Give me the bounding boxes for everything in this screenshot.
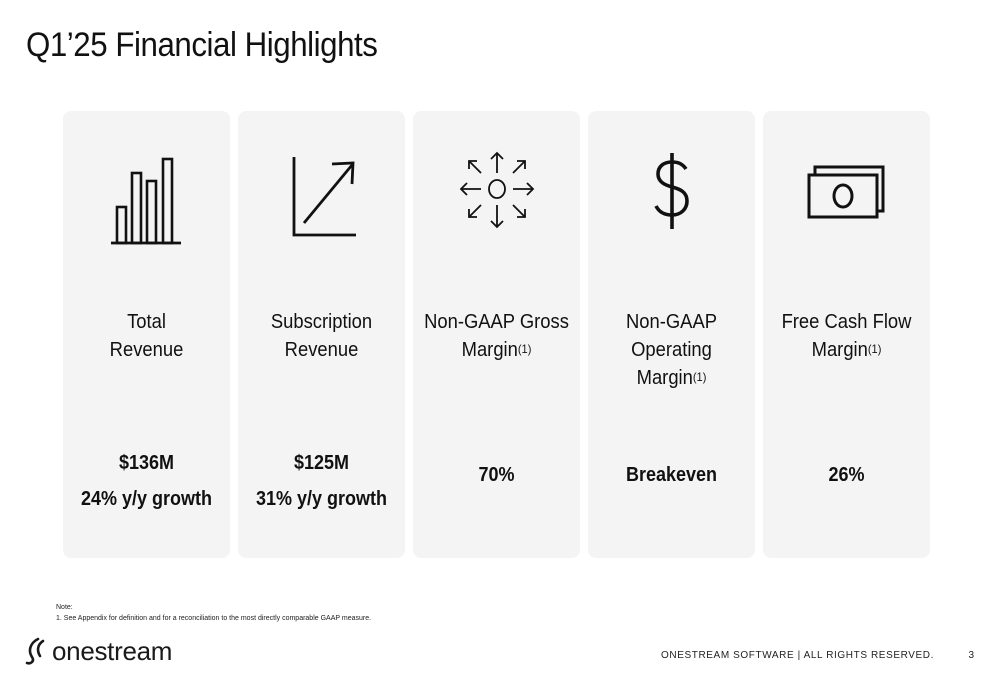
card-label: Non-GAAP Operating Margin(1) [625, 311, 718, 389]
card-free-cash-flow-margin: Free Cash Flow Margin(1) 26% [763, 111, 930, 558]
card-label: Non-GAAP Gross Margin(1) [424, 311, 569, 361]
page-title: Q1’25 Financial Highlights [26, 26, 378, 64]
logo-text: onestream [52, 635, 173, 666]
card-total-revenue: Total Revenue $136M 24% y/y growth [63, 111, 230, 558]
card-value: 26% [828, 464, 865, 486]
card-value: $136M 24% y/y growth [80, 452, 213, 510]
footer-copyright: ONESTREAM SOFTWARE | ALL RIGHTS RESERVED… [661, 650, 934, 661]
footnote: Note: 1. See Appendix for definition and… [56, 604, 372, 622]
onestream-mark-icon [25, 637, 45, 665]
dollar-sign-icon [588, 149, 755, 249]
card-operating-margin: Non-GAAP Operating Margin(1) Breakeven [588, 111, 755, 558]
card-gross-margin: Non-GAAP Gross Margin(1) 70% [413, 111, 580, 558]
onestream-logo: onestream [24, 636, 172, 666]
arrows-outward-circle-icon [413, 149, 580, 249]
highlight-cards: Total Revenue $136M 24% y/y growth Subsc… [63, 111, 931, 558]
card-value: $125M 31% y/y growth [255, 452, 388, 510]
card-label: Subscription Revenue [270, 311, 373, 361]
card-label: Free Cash Flow Margin(1) [781, 311, 912, 361]
growth-arrow-chart-icon [238, 149, 405, 249]
bar-chart-icon [63, 149, 230, 249]
card-value: 70% [478, 464, 515, 486]
card-subscription-revenue: Subscription Revenue $125M 31% y/y growt… [238, 111, 405, 558]
card-value: Breakeven [625, 464, 718, 486]
card-label: Total Revenue [109, 311, 184, 361]
page-number: 3 [968, 650, 974, 661]
cash-bills-icon [763, 149, 930, 249]
